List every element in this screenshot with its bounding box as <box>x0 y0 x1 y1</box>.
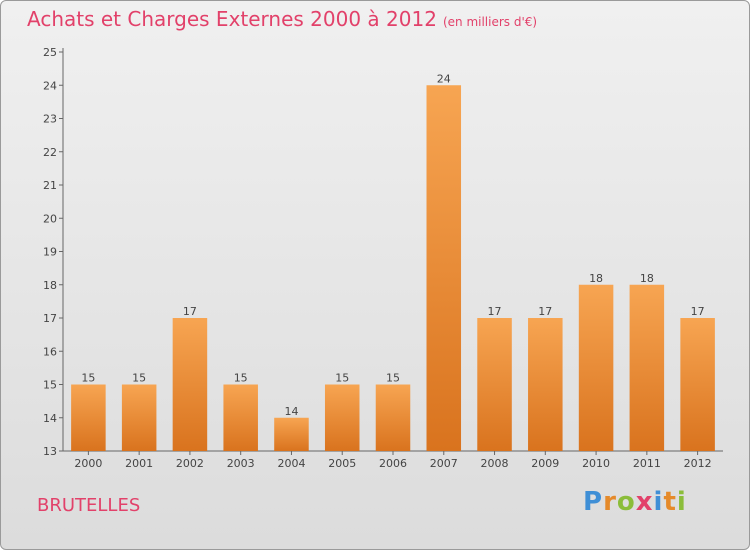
bar <box>680 318 715 451</box>
x-tick-label: 2011 <box>633 457 661 470</box>
bar-value-label: 15 <box>386 372 400 385</box>
x-tick-label: 2009 <box>531 457 559 470</box>
logo-letter: P <box>583 487 604 517</box>
bar-value-label: 18 <box>640 272 654 285</box>
y-tick-label: 16 <box>43 345 57 358</box>
x-tick-label: 2012 <box>684 457 712 470</box>
logo-letter: r <box>603 487 617 517</box>
chart-subtitle: (en milliers d'€) <box>442 15 538 29</box>
bar <box>375 384 411 451</box>
bar <box>426 85 462 451</box>
bar <box>172 318 208 451</box>
bar <box>324 384 360 451</box>
bar <box>477 318 512 451</box>
x-tick-label: 2010 <box>582 457 610 470</box>
bar <box>528 318 563 451</box>
y-tick-label: 14 <box>43 412 57 425</box>
bar-value-label: 17 <box>488 305 502 318</box>
logo-letter: i <box>676 487 687 517</box>
y-tick-label: 24 <box>43 79 57 92</box>
bar <box>71 384 106 451</box>
x-tick-label: 2002 <box>176 457 204 470</box>
y-tick-label: 20 <box>43 212 57 225</box>
bar-value-label: 15 <box>335 372 349 385</box>
y-tick-label: 15 <box>43 379 57 392</box>
town-name: BRUTELLES <box>37 495 141 516</box>
y-tick-label: 13 <box>43 445 57 458</box>
x-tick-label: 2001 <box>125 457 153 470</box>
x-tick-label: 2008 <box>481 457 509 470</box>
logo-letter: i <box>653 487 664 517</box>
y-tick-label: 25 <box>43 46 57 59</box>
y-tick-label: 21 <box>43 179 57 192</box>
bar-value-label: 14 <box>284 405 298 418</box>
x-tick-label: 2000 <box>74 457 102 470</box>
x-tick-label: 2004 <box>277 457 305 470</box>
logo-letter: o <box>616 487 636 517</box>
bar <box>121 384 157 451</box>
bar-value-label: 17 <box>691 305 705 318</box>
logo-letter: t <box>663 487 677 517</box>
bar-value-label: 17 <box>183 305 197 318</box>
bar-value-label: 18 <box>589 272 603 285</box>
y-tick-label: 18 <box>43 279 57 292</box>
bar <box>578 284 614 451</box>
x-tick-label: 2003 <box>227 457 255 470</box>
bar <box>629 284 665 451</box>
logo-letter: x <box>635 487 654 517</box>
bar-value-label: 15 <box>81 372 95 385</box>
bar-value-label: 15 <box>234 372 248 385</box>
bar-value-label: 15 <box>132 372 146 385</box>
y-tick-label: 23 <box>43 113 57 126</box>
bar-value-label: 24 <box>437 72 451 85</box>
bar <box>223 384 258 451</box>
x-tick-label: 2007 <box>430 457 458 470</box>
chart-title: Achats et Charges Externes 2000 à 2012 (e… <box>27 7 538 31</box>
y-tick-label: 17 <box>43 312 57 325</box>
proxiti-logo: Proxiti <box>583 487 687 517</box>
bar <box>274 417 309 451</box>
bar-value-label: 17 <box>538 305 552 318</box>
y-tick-label: 22 <box>43 146 57 159</box>
y-tick-label: 19 <box>43 246 57 259</box>
x-tick-label: 2005 <box>328 457 356 470</box>
x-tick-label: 2006 <box>379 457 407 470</box>
